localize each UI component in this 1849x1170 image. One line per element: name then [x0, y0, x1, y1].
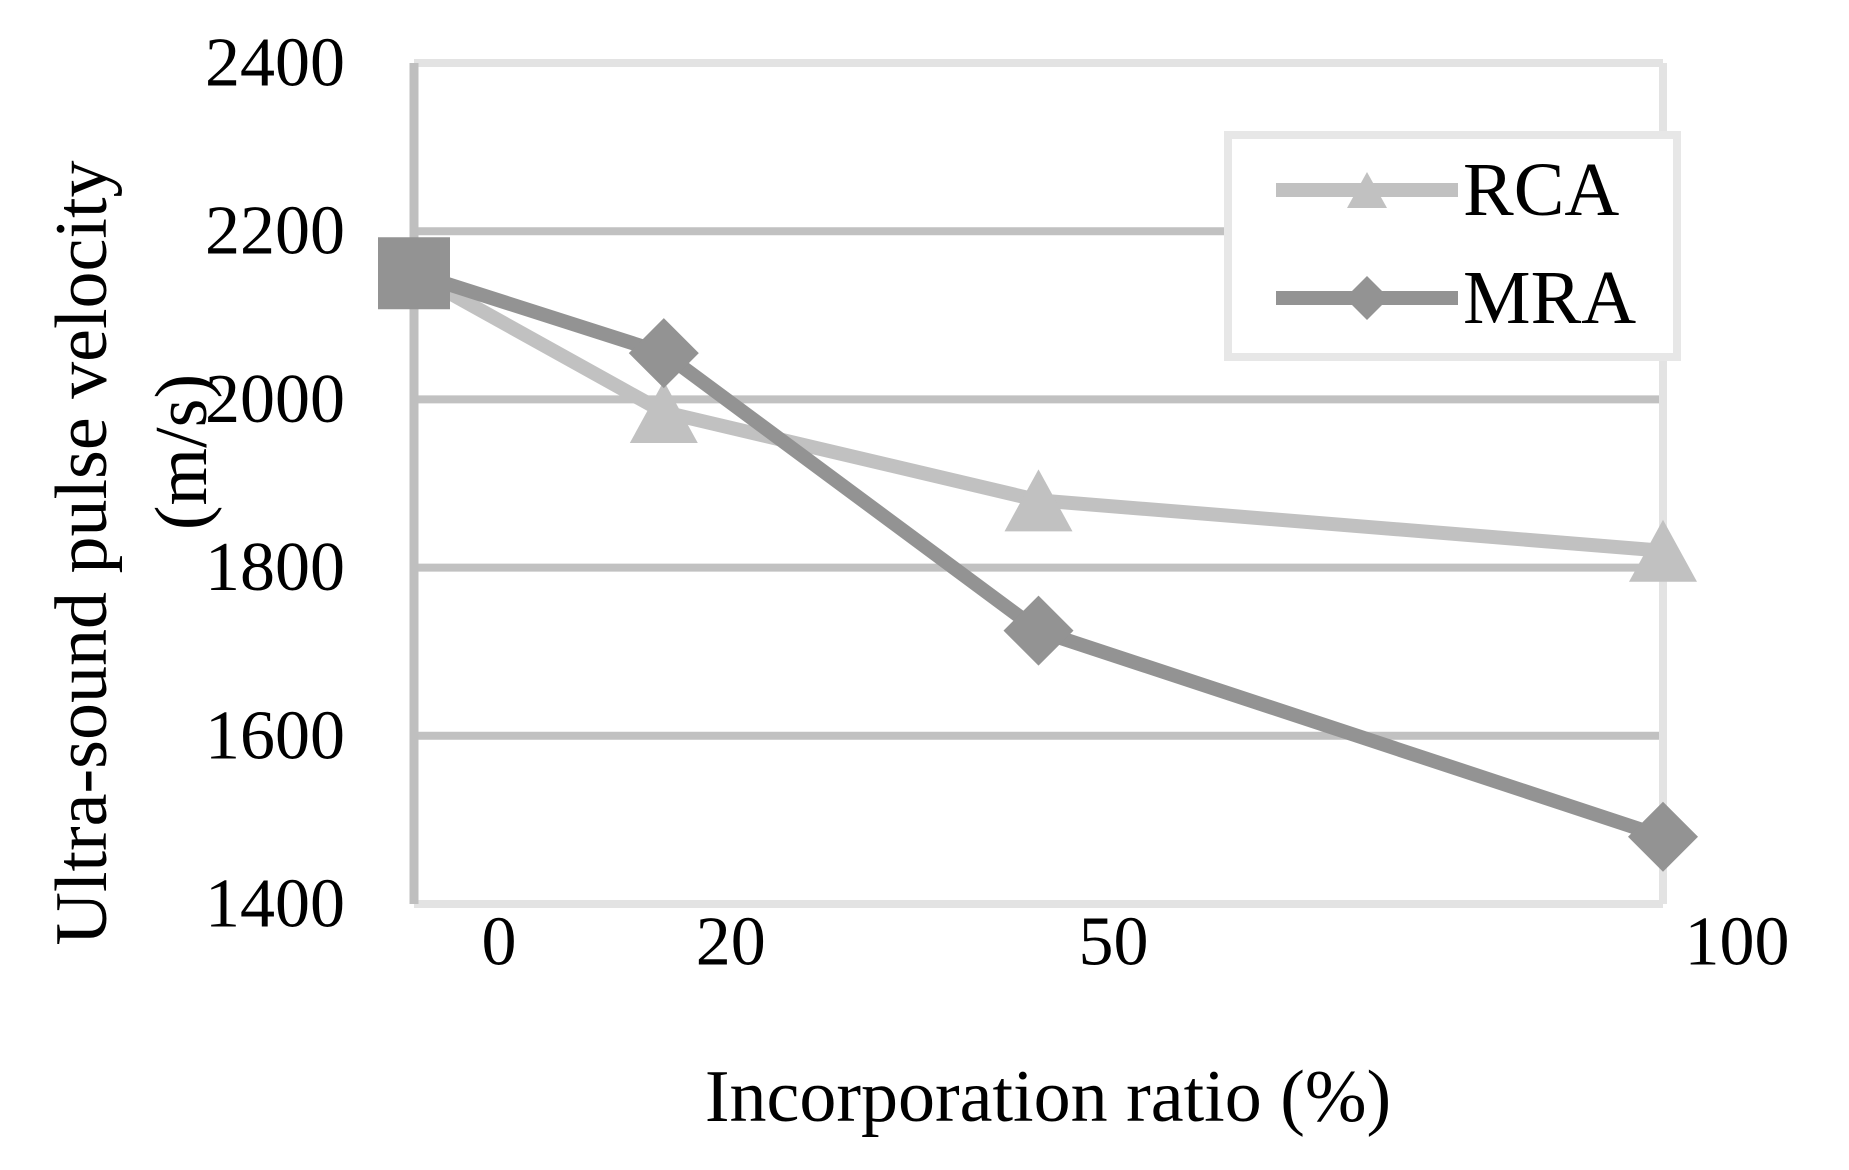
legend-marker-rca — [1347, 172, 1387, 208]
rca-marker-x20 — [629, 381, 698, 444]
x-tick-label-100: 100 — [1685, 904, 1790, 981]
y-tick-label-1800: 1800 — [205, 529, 345, 606]
mra-marker-x100 — [1628, 801, 1698, 872]
y-tick-label-2200: 2200 — [205, 193, 345, 270]
x-tick-label-20: 20 — [696, 904, 766, 981]
mra-line — [411, 266, 1666, 844]
x-tick-label-0: 0 — [482, 904, 517, 981]
mra-marker-x20 — [628, 318, 699, 389]
mra-marker-x50 — [1003, 595, 1074, 666]
legend-box — [1224, 131, 1681, 361]
y-tick-label-1600: 1600 — [205, 697, 345, 774]
legend-marker-mra — [1345, 276, 1389, 320]
y-axis-title-line1: Ultra-sound pulse velocity — [41, 160, 123, 945]
legend-label-mra: MRA — [1463, 256, 1636, 340]
y-tick-label-2000: 2000 — [205, 361, 345, 438]
legend-label-rca: RCA — [1463, 148, 1619, 232]
rca-line — [410, 267, 1664, 558]
rca-marker-x50 — [1004, 469, 1073, 532]
y-tick-label-1400: 1400 — [205, 866, 345, 943]
shared-first-point-square-marker — [378, 237, 450, 310]
y-axis-title-line2: (m/s) — [141, 374, 223, 530]
rca-marker-x100 — [1629, 519, 1697, 582]
y-tick-label-2400: 2400 — [205, 25, 345, 102]
x-tick-label-50: 50 — [1079, 904, 1149, 981]
x-axis-title: Incorporation ratio (%) — [705, 1056, 1391, 1138]
